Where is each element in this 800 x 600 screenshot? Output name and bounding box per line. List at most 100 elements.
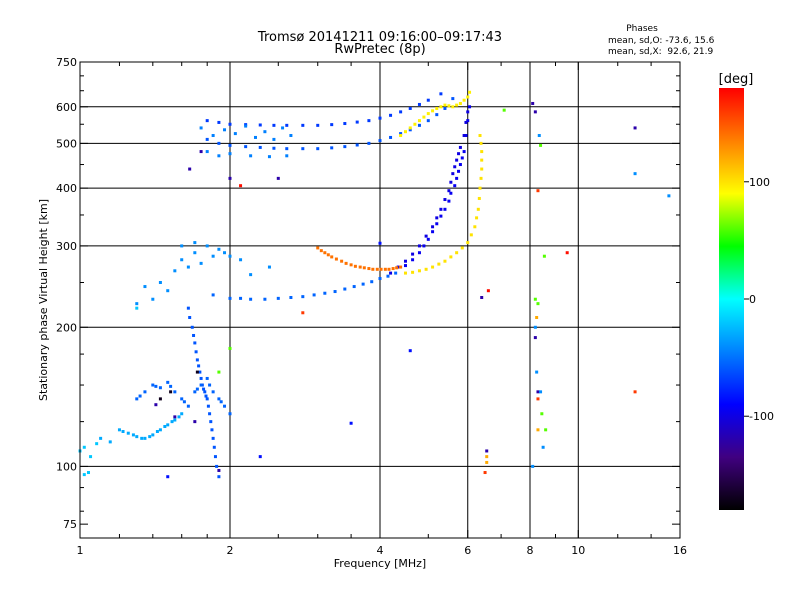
- data-point: [166, 289, 170, 293]
- data-point: [469, 233, 473, 237]
- data-point: [86, 471, 90, 475]
- data-point: [411, 270, 415, 274]
- data-point: [209, 420, 213, 424]
- data-point: [249, 297, 253, 301]
- data-point: [239, 258, 243, 262]
- data-point: [163, 425, 167, 429]
- data-point: [435, 106, 439, 110]
- data-point: [158, 397, 162, 401]
- data-point: [158, 386, 162, 390]
- data-point: [206, 404, 210, 408]
- data-point: [289, 296, 293, 300]
- data-point: [539, 143, 543, 147]
- data-point: [378, 241, 382, 245]
- data-point: [135, 397, 139, 401]
- data-point: [443, 106, 447, 110]
- data-point: [197, 364, 201, 368]
- data-point: [203, 390, 207, 394]
- data-point: [536, 428, 540, 432]
- data-point: [199, 126, 203, 130]
- data-point: [540, 412, 544, 416]
- data-point: [135, 306, 139, 310]
- colorbar-tick-label: 0: [749, 293, 756, 306]
- data-point: [301, 147, 305, 151]
- data-point: [485, 460, 489, 464]
- data-point: [399, 110, 403, 114]
- data-point: [158, 428, 162, 432]
- data-point: [633, 126, 637, 130]
- data-point: [205, 150, 209, 154]
- data-point: [272, 123, 276, 127]
- data-point: [451, 105, 455, 109]
- data-point: [485, 455, 489, 459]
- data-point: [223, 251, 227, 255]
- data-point: [169, 384, 173, 388]
- data-point: [437, 262, 441, 266]
- data-point: [244, 124, 248, 128]
- data-point: [451, 97, 455, 101]
- data-point: [399, 132, 403, 136]
- data-point: [466, 110, 470, 114]
- data-point: [228, 254, 232, 258]
- data-point: [478, 134, 482, 138]
- y-tick-label: 300: [56, 240, 77, 253]
- data-point: [204, 394, 208, 398]
- data-point: [468, 90, 472, 94]
- data-point: [258, 145, 262, 149]
- data-point: [417, 123, 421, 127]
- data-point: [263, 297, 267, 301]
- data-point: [239, 184, 243, 188]
- data-point: [417, 244, 421, 248]
- data-point: [217, 154, 221, 158]
- data-point: [228, 152, 232, 156]
- data-point: [536, 390, 540, 394]
- data-point: [301, 123, 305, 127]
- data-point: [379, 267, 383, 271]
- data-point: [138, 394, 142, 398]
- data-point: [544, 428, 548, 432]
- data-point: [143, 390, 147, 394]
- data-point: [426, 112, 430, 116]
- data-point: [537, 134, 541, 138]
- data-point: [258, 455, 262, 459]
- data-point: [199, 383, 203, 387]
- data-point: [211, 254, 215, 258]
- data-point: [263, 130, 267, 134]
- data-point: [539, 390, 543, 394]
- data-point: [367, 141, 371, 145]
- data-point: [205, 244, 209, 248]
- data-point: [202, 387, 206, 391]
- data-point: [108, 440, 112, 444]
- data-point: [199, 376, 203, 380]
- data-point: [475, 216, 479, 220]
- data-point: [485, 449, 489, 453]
- data-point: [451, 172, 455, 176]
- data-point: [289, 134, 293, 138]
- data-point: [173, 269, 177, 273]
- data-point: [210, 428, 214, 432]
- data-point: [249, 273, 253, 277]
- data-point: [391, 267, 395, 271]
- data-point: [211, 390, 215, 394]
- data-point: [323, 251, 327, 255]
- phase-stats-title: Phases: [626, 24, 658, 34]
- data-point: [426, 98, 430, 102]
- data-point: [326, 253, 330, 257]
- data-point: [457, 169, 461, 173]
- data-point: [340, 259, 344, 263]
- data-point: [464, 134, 468, 138]
- data-point: [378, 139, 382, 143]
- data-point: [151, 383, 155, 387]
- data-point: [82, 445, 86, 449]
- data-point: [403, 271, 407, 275]
- data-point: [462, 134, 466, 138]
- data-point: [173, 418, 177, 422]
- data-point: [117, 428, 121, 432]
- data-point: [352, 285, 356, 289]
- data-point: [217, 397, 221, 401]
- data-point: [349, 421, 353, 425]
- data-point: [180, 412, 184, 416]
- x-tick-label: 6: [464, 544, 471, 557]
- data-point: [479, 176, 483, 180]
